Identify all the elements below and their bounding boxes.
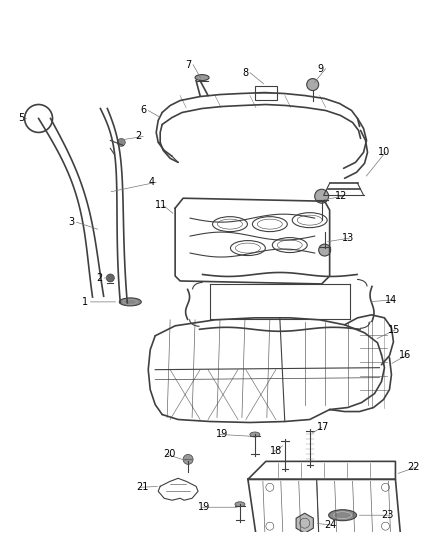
Text: 2: 2 bbox=[135, 132, 141, 141]
Text: 20: 20 bbox=[163, 449, 175, 459]
Ellipse shape bbox=[119, 298, 141, 306]
Text: 21: 21 bbox=[136, 482, 148, 492]
Text: 15: 15 bbox=[388, 325, 400, 335]
Text: 8: 8 bbox=[242, 68, 248, 78]
Text: 16: 16 bbox=[399, 350, 412, 360]
Text: 10: 10 bbox=[378, 147, 390, 157]
Text: 23: 23 bbox=[381, 510, 394, 520]
Circle shape bbox=[307, 78, 319, 91]
Text: 22: 22 bbox=[407, 462, 420, 472]
Ellipse shape bbox=[195, 75, 209, 80]
Text: 5: 5 bbox=[19, 114, 25, 124]
Ellipse shape bbox=[235, 502, 245, 507]
Text: 19: 19 bbox=[198, 502, 210, 512]
Circle shape bbox=[106, 274, 114, 282]
Text: 4: 4 bbox=[148, 177, 154, 187]
Text: 14: 14 bbox=[385, 295, 397, 305]
Text: 17: 17 bbox=[317, 423, 330, 432]
Bar bbox=[255, 86, 277, 100]
Text: 24: 24 bbox=[325, 520, 337, 530]
Circle shape bbox=[117, 139, 125, 147]
Text: 13: 13 bbox=[342, 233, 354, 243]
Text: 18: 18 bbox=[269, 447, 282, 456]
Text: 3: 3 bbox=[68, 217, 74, 227]
Ellipse shape bbox=[250, 432, 260, 437]
Ellipse shape bbox=[328, 510, 357, 521]
Text: 6: 6 bbox=[140, 106, 146, 116]
Circle shape bbox=[183, 455, 193, 464]
Circle shape bbox=[319, 244, 331, 256]
Text: 9: 9 bbox=[318, 63, 324, 74]
Circle shape bbox=[314, 189, 328, 203]
Text: 19: 19 bbox=[216, 430, 228, 440]
Text: 7: 7 bbox=[185, 60, 191, 70]
Text: 11: 11 bbox=[155, 200, 167, 210]
Text: 12: 12 bbox=[335, 191, 347, 201]
Text: 2: 2 bbox=[96, 273, 102, 283]
Text: 1: 1 bbox=[82, 297, 88, 307]
